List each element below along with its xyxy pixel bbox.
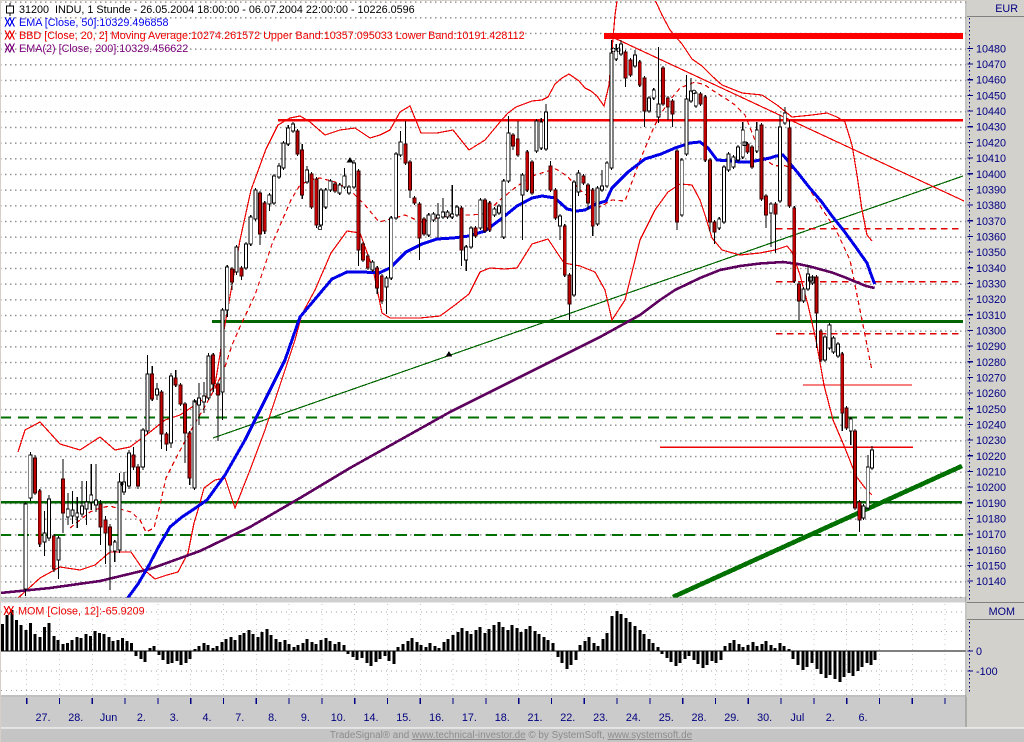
svg-text:EMA(2) [Close, 200]:10329.4566: EMA(2) [Close, 200]:10329.456622 [19,43,188,55]
svg-text:10360: 10360 [976,231,1006,243]
svg-text:EMA [Close, 50]:10329.496858: EMA [Close, 50]:10329.496858 [19,17,168,29]
svg-text:10.: 10. [331,712,346,724]
svg-text:MOM [Close, 12]:-65.9209: MOM [Close, 12]:-65.9209 [18,606,145,618]
svg-text:10160: 10160 [976,545,1006,557]
svg-text:10370: 10370 [976,216,1006,228]
svg-text:10430: 10430 [976,122,1006,134]
svg-text:2.: 2. [826,712,835,724]
svg-text:9.: 9. [301,712,310,724]
svg-text:MOM: MOM [989,606,1015,618]
svg-text:10470: 10470 [976,59,1006,71]
svg-text:14.: 14. [363,712,378,724]
svg-text:15.: 15. [396,712,411,724]
svg-text:10270: 10270 [976,372,1006,384]
svg-text:Jun: Jun [100,712,117,724]
svg-text:7.: 7. [235,712,244,724]
svg-text:25.: 25. [659,712,674,724]
svg-text:EUR: EUR [995,3,1018,15]
svg-text:-100: -100 [976,666,998,678]
svg-text:24.: 24. [626,712,641,724]
svg-text:22.: 22. [560,712,575,724]
svg-text:10150: 10150 [976,561,1006,573]
svg-text:0: 0 [976,646,982,658]
svg-text:10300: 10300 [976,325,1006,337]
svg-text:29.: 29. [724,712,739,724]
svg-text:16.: 16. [429,712,444,724]
svg-text:10460: 10460 [976,75,1006,87]
svg-text:BBD [Close, 20, 2] Moving Aver: BBD [Close, 20, 2] Moving Average:10274.… [19,30,525,42]
svg-text:8.: 8. [268,712,277,724]
svg-text:10380: 10380 [976,200,1006,212]
svg-text:10330: 10330 [976,278,1006,290]
svg-text:TradeSignal® and www.technical: TradeSignal® and www.technical-investor.… [330,730,693,741]
svg-text:10340: 10340 [976,263,1006,275]
svg-text:10450: 10450 [976,90,1006,102]
svg-text:10140: 10140 [976,576,1006,588]
svg-text:10180: 10180 [976,514,1006,526]
svg-text:2.: 2. [137,712,146,724]
svg-text:10220: 10220 [976,451,1006,463]
svg-text:4.: 4. [202,712,211,724]
svg-text:27.: 27. [35,712,50,724]
svg-text:28.: 28. [691,712,706,724]
svg-text:18.: 18. [495,712,510,724]
svg-text:28.: 28. [68,712,83,724]
svg-text:23.: 23. [593,712,608,724]
svg-text:10260: 10260 [976,388,1006,400]
svg-text:10240: 10240 [976,420,1006,432]
svg-text:10250: 10250 [976,404,1006,416]
svg-text:10350: 10350 [976,247,1006,259]
svg-text:10210: 10210 [976,467,1006,479]
svg-text:31200 INDU, 1 Stunde - 26.05.: 31200 INDU, 1 Stunde - 26.05.2004 18:00:… [19,4,415,16]
svg-text:3.: 3. [170,712,179,724]
svg-text:10320: 10320 [976,294,1006,306]
svg-text:10420: 10420 [976,137,1006,149]
svg-text:10480: 10480 [976,43,1006,55]
svg-text:21.: 21. [527,712,542,724]
svg-text:10280: 10280 [976,357,1006,369]
svg-text:10400: 10400 [976,169,1006,181]
svg-text:10190: 10190 [976,498,1006,510]
svg-text:10390: 10390 [976,184,1006,196]
svg-text:10170: 10170 [976,529,1006,541]
svg-text:6.: 6. [858,712,867,724]
svg-text:10410: 10410 [976,153,1006,165]
svg-text:10290: 10290 [976,341,1006,353]
svg-text:30.: 30. [757,712,772,724]
svg-text:10440: 10440 [976,106,1006,118]
svg-text:10230: 10230 [976,435,1006,447]
svg-text:10200: 10200 [976,482,1006,494]
svg-text:17.: 17. [462,712,477,724]
svg-text:10310: 10310 [976,310,1006,322]
svg-text:Jul: Jul [790,712,804,724]
